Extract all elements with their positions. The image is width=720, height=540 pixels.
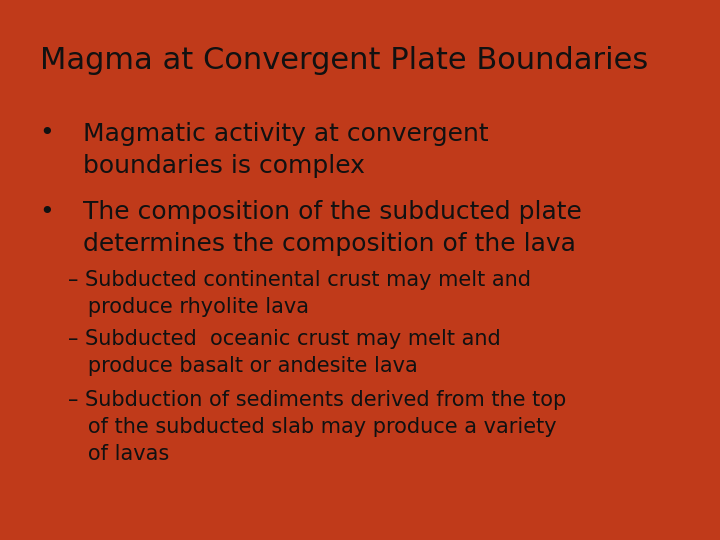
Text: of lavas: of lavas bbox=[68, 444, 170, 464]
Text: determines the composition of the lava: determines the composition of the lava bbox=[83, 232, 576, 256]
Text: Magmatic activity at convergent: Magmatic activity at convergent bbox=[83, 122, 488, 145]
Text: produce basalt or andesite lava: produce basalt or andesite lava bbox=[68, 356, 418, 376]
Text: – Subducted continental crust may melt and: – Subducted continental crust may melt a… bbox=[68, 270, 531, 290]
Text: •: • bbox=[40, 200, 54, 224]
Text: of the subducted slab may produce a variety: of the subducted slab may produce a vari… bbox=[68, 417, 557, 437]
Text: – Subducted  oceanic crust may melt and: – Subducted oceanic crust may melt and bbox=[68, 329, 501, 349]
Text: produce rhyolite lava: produce rhyolite lava bbox=[68, 297, 310, 317]
Text: – Subduction of sediments derived from the top: – Subduction of sediments derived from t… bbox=[68, 390, 567, 410]
Text: boundaries is complex: boundaries is complex bbox=[83, 154, 364, 178]
Text: •: • bbox=[40, 122, 54, 145]
Text: The composition of the subducted plate: The composition of the subducted plate bbox=[83, 200, 582, 224]
Text: Magma at Convergent Plate Boundaries: Magma at Convergent Plate Boundaries bbox=[40, 46, 648, 75]
